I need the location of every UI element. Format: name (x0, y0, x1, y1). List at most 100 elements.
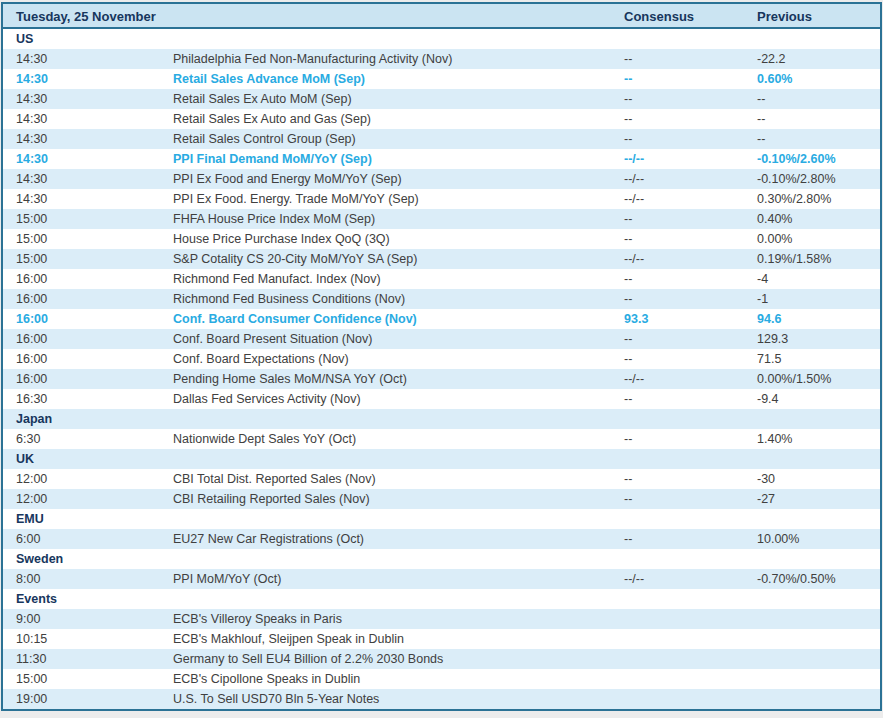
event-row: 14:30Philadelphia Fed Non-Manufacturing … (3, 49, 880, 69)
time-cell: 14:30 (3, 89, 160, 109)
time-cell: 16:00 (3, 309, 160, 329)
event-row: 16:00Pending Home Sales MoM/NSA YoY (Oct… (3, 369, 880, 389)
event-row: 8:00PPI MoM/YoY (Oct)--/---0.70%/0.50% (3, 569, 880, 589)
section-label: Events (3, 589, 880, 609)
previous-cell (745, 609, 880, 629)
consensus-cell: --/-- (612, 169, 745, 189)
previous-cell (745, 669, 880, 689)
consensus-cell: --/-- (612, 569, 745, 589)
event-row: 6:00EU27 New Car Registrations (Oct)--10… (3, 529, 880, 549)
previous-cell: 94.6 (745, 309, 880, 329)
time-cell: 16:00 (3, 329, 160, 349)
time-cell: 14:30 (3, 49, 160, 69)
event-row: 15:00ECB's Cipollone Speaks in Dublin (3, 669, 880, 689)
time-cell: 15:00 (3, 249, 160, 269)
event-row: 14:30PPI Ex Food and Energy MoM/YoY (Sep… (3, 169, 880, 189)
consensus-cell: -- (612, 229, 745, 249)
event-row: 16:00Richmond Fed Manufact. Index (Nov)-… (3, 269, 880, 289)
consensus-cell: -- (612, 109, 745, 129)
time-cell: 16:00 (3, 369, 160, 389)
previous-cell: 0.00% (745, 229, 880, 249)
time-cell: 12:00 (3, 489, 160, 509)
time-cell: 15:00 (3, 669, 160, 689)
previous-cell: -9.4 (745, 389, 880, 409)
event-row: 14:30Retail Sales Advance MoM (Sep)--0.6… (3, 69, 880, 89)
previous-cell: 1.40% (745, 429, 880, 449)
previous-cell: -0.10%/2.60% (745, 149, 880, 169)
economic-calendar-table: Tuesday, 25 November Consensus Previous … (1, 2, 882, 711)
consensus-cell (612, 609, 745, 629)
event-name-cell: Retail Sales Ex Auto MoM (Sep) (160, 89, 612, 109)
previous-cell: 129.3 (745, 329, 880, 349)
section-label: EMU (3, 509, 880, 529)
consensus-cell: -- (612, 269, 745, 289)
consensus-cell: -- (612, 69, 745, 89)
consensus-cell (612, 629, 745, 649)
event-name-cell: Germany to Sell EU4 Billion of 2.2% 2030… (160, 649, 612, 669)
time-cell: 19:00 (3, 689, 160, 709)
section-label: UK (3, 449, 880, 469)
previous-cell: -22.2 (745, 49, 880, 69)
time-cell: 11:30 (3, 649, 160, 669)
event-row: 15:00S&P Cotality CS 20-City MoM/YoY SA … (3, 249, 880, 269)
consensus-cell: -- (612, 129, 745, 149)
table-body: US14:30Philadelphia Fed Non-Manufacturin… (3, 29, 880, 709)
consensus-cell: -- (612, 429, 745, 449)
section-row-sweden: Sweden (3, 549, 880, 569)
event-row: 14:30PPI Ex Food. Energy. Trade MoM/YoY … (3, 189, 880, 209)
table-header-row: Tuesday, 25 November Consensus Previous (3, 4, 880, 29)
previous-column-header: Previous (745, 4, 880, 27)
time-cell: 14:30 (3, 149, 160, 169)
time-cell: 15:00 (3, 209, 160, 229)
consensus-cell: -- (612, 289, 745, 309)
consensus-cell: -- (612, 469, 745, 489)
previous-cell: 0.19%/1.58% (745, 249, 880, 269)
event-name-cell: House Price Purchase Index QoQ (3Q) (160, 229, 612, 249)
event-name-cell: Richmond Fed Manufact. Index (Nov) (160, 269, 612, 289)
consensus-cell: --/-- (612, 249, 745, 269)
time-cell: 6:00 (3, 529, 160, 549)
consensus-cell: -- (612, 49, 745, 69)
previous-cell (745, 629, 880, 649)
consensus-cell: --/-- (612, 369, 745, 389)
section-row-uk: UK (3, 449, 880, 469)
time-cell: 15:00 (3, 229, 160, 249)
previous-cell: -27 (745, 489, 880, 509)
consensus-column-header: Consensus (612, 4, 745, 27)
event-row: 6:30Nationwide Dept Sales YoY (Oct)--1.4… (3, 429, 880, 449)
section-label: Sweden (3, 549, 880, 569)
previous-cell: -- (745, 129, 880, 149)
event-name-cell: PPI Final Demand MoM/YoY (Sep) (160, 149, 612, 169)
time-cell: 12:00 (3, 469, 160, 489)
section-row-emu: EMU (3, 509, 880, 529)
previous-cell: 0.00%/1.50% (745, 369, 880, 389)
time-cell: 16:00 (3, 289, 160, 309)
consensus-cell: -- (612, 529, 745, 549)
previous-cell: -- (745, 89, 880, 109)
event-name-cell: ECB's Villeroy Speaks in Paris (160, 609, 612, 629)
event-name-cell: PPI Ex Food. Energy. Trade MoM/YoY (Sep) (160, 189, 612, 209)
event-name-cell: S&P Cotality CS 20-City MoM/YoY SA (Sep) (160, 249, 612, 269)
event-row: 16:30Dallas Fed Services Activity (Nov)-… (3, 389, 880, 409)
time-cell: 6:30 (3, 429, 160, 449)
previous-cell (745, 689, 880, 709)
event-row: 16:00Conf. Board Consumer Confidence (No… (3, 309, 880, 329)
time-cell: 8:00 (3, 569, 160, 589)
event-row: 12:00CBI Total Dist. Reported Sales (Nov… (3, 469, 880, 489)
previous-cell: 0.40% (745, 209, 880, 229)
event-name-cell: CBI Total Dist. Reported Sales (Nov) (160, 469, 612, 489)
event-row: 11:30Germany to Sell EU4 Billion of 2.2%… (3, 649, 880, 669)
previous-cell: 0.60% (745, 69, 880, 89)
consensus-cell: 93.3 (612, 309, 745, 329)
time-cell: 16:00 (3, 349, 160, 369)
event-row: 16:00Richmond Fed Business Conditions (N… (3, 289, 880, 309)
consensus-cell: --/-- (612, 189, 745, 209)
consensus-cell (612, 669, 745, 689)
event-name-cell: ECB's Makhlouf, Sleijpen Speak in Dublin (160, 629, 612, 649)
consensus-cell: -- (612, 209, 745, 229)
event-row: 15:00House Price Purchase Index QoQ (3Q)… (3, 229, 880, 249)
event-name-cell: Conf. Board Expectations (Nov) (160, 349, 612, 369)
section-label: US (3, 29, 880, 49)
previous-cell: 0.30%/2.80% (745, 189, 880, 209)
previous-cell: -- (745, 109, 880, 129)
